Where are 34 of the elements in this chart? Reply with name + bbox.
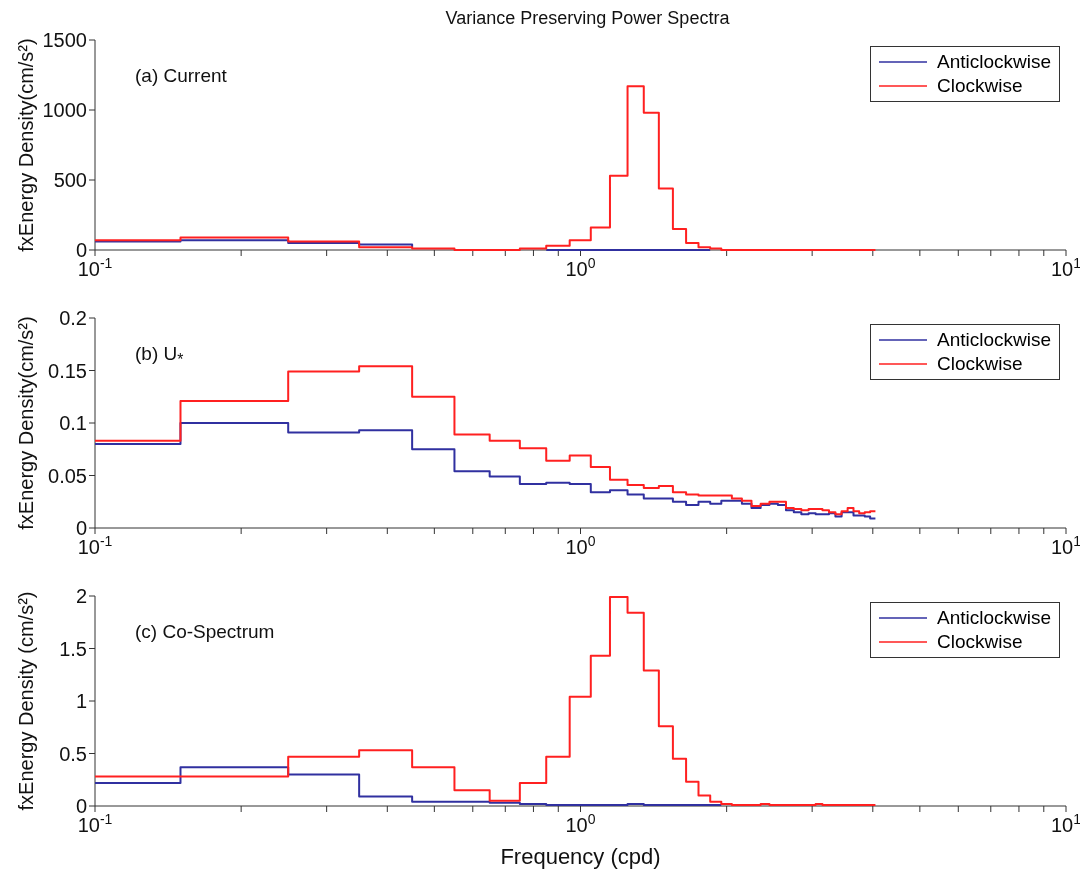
x-tick-label: 10$^{1}$ [1050, 255, 1082, 280]
y-tick-label: 0.2 [59, 307, 87, 330]
y-tick-label: 0.1 [59, 412, 87, 435]
y-tick-label: 0 [75, 517, 87, 540]
y-axis-title: fxEnergy Density (cm/s²) [15, 591, 38, 811]
x-tick-label: 10$^{1}$ [1050, 811, 1082, 836]
legend-label: Clockwise [936, 352, 1023, 376]
y-tick-label: 1500 [42, 29, 87, 52]
y-axis-title: fxEnergy Density(cm/s²) [15, 38, 38, 252]
legend-label: Anticlockwise [936, 328, 1051, 352]
x-tick-label: 10$^{1}$ [1050, 533, 1082, 558]
y-tick-label: 500 [53, 169, 87, 192]
annotation: (b) U$_{*}$ [135, 343, 184, 369]
annotation: (a) Current [135, 65, 227, 87]
legend-label: Anticlockwise [936, 50, 1051, 74]
x-tick-label: 10$^{0}$ [565, 255, 596, 280]
legend-label: Anticlockwise [936, 606, 1051, 630]
y-tick-label: 1.5 [59, 637, 87, 660]
y-tick-label: 0 [75, 239, 87, 262]
y-tick-label: 0.15 [48, 359, 87, 382]
y-tick-label: 1 [75, 690, 87, 713]
annotation: (c) Co-Spectrum [135, 621, 275, 643]
x-axis-title: Frequency (cpd) [500, 844, 661, 869]
y-tick-label: 0.5 [59, 742, 87, 765]
y-axis-title: fxEnergy Density(cm/s²) [15, 316, 38, 530]
legend-label: Clockwise [936, 74, 1023, 98]
y-tick-label: 0.05 [48, 464, 87, 487]
legend-label: Clockwise [936, 630, 1023, 654]
x-tick-label: 10$^{0}$ [565, 533, 596, 558]
y-tick-label: 1000 [42, 99, 87, 122]
x-tick-label: 10$^{0}$ [565, 811, 596, 836]
y-tick-label: 0 [75, 795, 87, 818]
chart-title: Variance Preserving Power Spectra [444, 8, 731, 30]
y-tick-label: 2 [75, 585, 87, 608]
